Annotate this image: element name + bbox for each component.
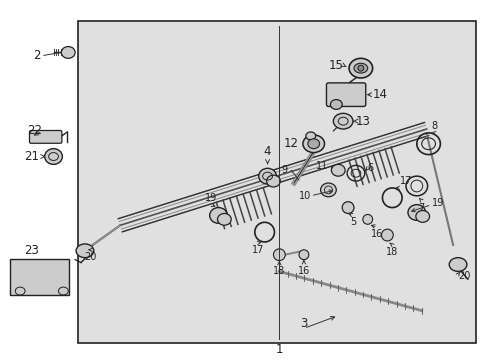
Text: 23: 23 xyxy=(24,244,40,257)
Ellipse shape xyxy=(217,213,231,225)
Ellipse shape xyxy=(353,63,367,73)
Ellipse shape xyxy=(320,183,336,197)
Text: 4: 4 xyxy=(264,145,271,158)
Ellipse shape xyxy=(415,211,428,222)
Ellipse shape xyxy=(333,113,352,129)
Text: 2: 2 xyxy=(33,49,41,62)
Text: 20: 20 xyxy=(84,252,97,262)
Ellipse shape xyxy=(348,58,372,78)
Text: 10: 10 xyxy=(298,191,310,201)
Polygon shape xyxy=(10,258,69,295)
Text: 5: 5 xyxy=(349,217,355,228)
Text: 19: 19 xyxy=(204,193,216,203)
FancyBboxPatch shape xyxy=(29,131,62,143)
Text: 12: 12 xyxy=(284,137,298,150)
Ellipse shape xyxy=(342,202,353,213)
Text: 13: 13 xyxy=(355,115,370,128)
Ellipse shape xyxy=(273,249,285,261)
Text: 15: 15 xyxy=(327,59,343,72)
Text: 17: 17 xyxy=(399,176,412,186)
Text: 17: 17 xyxy=(251,245,264,255)
Ellipse shape xyxy=(258,168,276,184)
Ellipse shape xyxy=(302,135,324,153)
Text: 19: 19 xyxy=(430,198,443,208)
Text: 16: 16 xyxy=(371,229,383,239)
Ellipse shape xyxy=(448,258,466,271)
FancyBboxPatch shape xyxy=(326,83,365,107)
Bar xyxy=(78,21,475,343)
Text: 18: 18 xyxy=(273,266,285,276)
Text: 18: 18 xyxy=(386,247,398,257)
Text: 1: 1 xyxy=(275,343,283,356)
Ellipse shape xyxy=(44,149,62,165)
Text: 11: 11 xyxy=(316,161,328,171)
Text: 8: 8 xyxy=(430,121,437,131)
Ellipse shape xyxy=(331,165,345,176)
Ellipse shape xyxy=(330,100,342,109)
Ellipse shape xyxy=(357,65,363,71)
Text: 7: 7 xyxy=(418,203,424,213)
Ellipse shape xyxy=(266,175,280,187)
Text: 14: 14 xyxy=(372,88,387,101)
Text: 20: 20 xyxy=(457,271,469,281)
Ellipse shape xyxy=(209,208,227,223)
Ellipse shape xyxy=(362,215,372,224)
Ellipse shape xyxy=(76,244,94,258)
Ellipse shape xyxy=(298,250,308,260)
Ellipse shape xyxy=(407,204,425,220)
Text: 16: 16 xyxy=(297,266,309,276)
Text: 21: 21 xyxy=(24,150,39,163)
Text: 9: 9 xyxy=(281,165,286,175)
Ellipse shape xyxy=(305,132,315,140)
Ellipse shape xyxy=(381,229,392,241)
Text: 6: 6 xyxy=(367,163,373,173)
Ellipse shape xyxy=(307,139,319,149)
Text: 3: 3 xyxy=(300,317,307,330)
Ellipse shape xyxy=(61,46,75,58)
Text: 22: 22 xyxy=(27,125,41,138)
